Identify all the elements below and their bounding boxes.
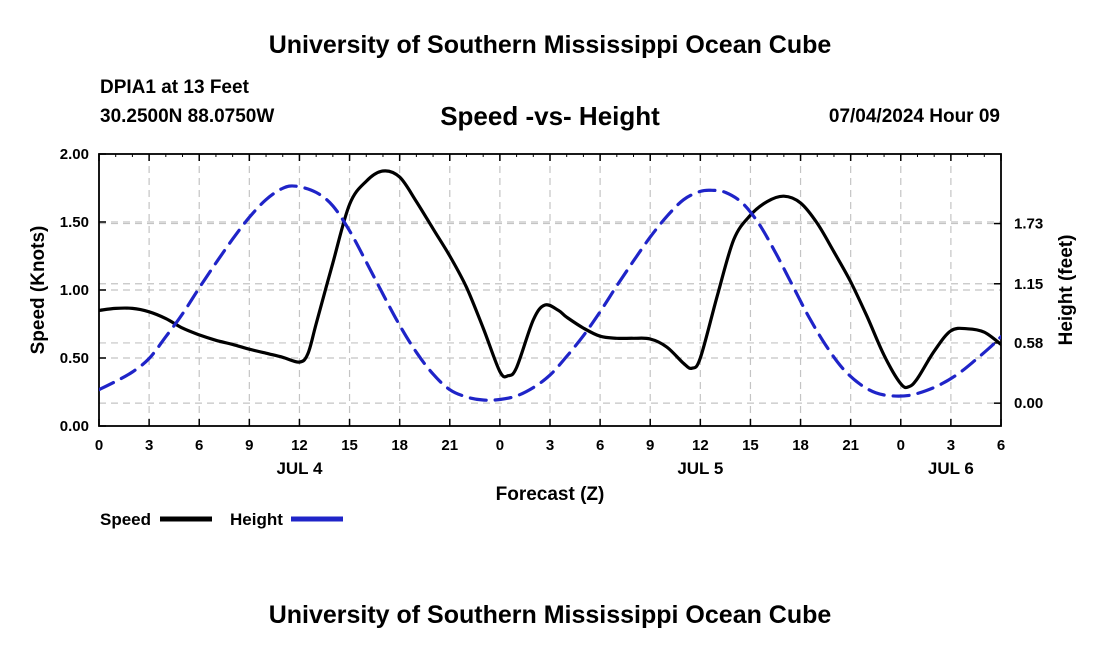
footer-title: University of Southern Mississippi Ocean… xyxy=(268,601,832,629)
y-tick-label: 1.50 xyxy=(60,214,89,231)
page-title: University of Southern Mississippi Ocean… xyxy=(268,31,832,59)
x-tick-label: 12 xyxy=(692,437,709,454)
x-tick-label: 6 xyxy=(997,437,1005,454)
y2-tick-label: 0.58 xyxy=(1014,335,1043,352)
x-tick-label: 21 xyxy=(441,437,458,454)
x-tick-label: 9 xyxy=(245,437,253,454)
x-tick-label: 15 xyxy=(742,437,759,454)
x-tick-label: 18 xyxy=(792,437,809,454)
x-tick-label: 21 xyxy=(842,437,859,454)
y2-tick-label: 1.73 xyxy=(1014,216,1043,233)
x-tick-label: 18 xyxy=(391,437,408,454)
y-tick-label: 1.00 xyxy=(60,282,89,299)
chart-subtitle: Speed -vs- Height xyxy=(440,101,660,131)
x-tick-label: 15 xyxy=(341,437,358,454)
x-tick-label: 12 xyxy=(291,437,308,454)
station-coordinates: 30.2500N 88.0750W xyxy=(100,106,275,127)
forecast-datetime: 07/04/2024 Hour 09 xyxy=(828,106,1000,127)
plot-frame xyxy=(98,153,1002,427)
legend: Speed Height xyxy=(100,510,343,529)
legend-speed-label: Speed xyxy=(100,510,151,529)
x-tick-label: 3 xyxy=(145,437,153,454)
legend-height-label: Height xyxy=(230,510,283,529)
x-tick-label: 3 xyxy=(546,437,554,454)
x-tick-label: 0 xyxy=(496,437,504,454)
day-label: JUL 4 xyxy=(276,459,323,478)
y2-axis-label: Height (feet) xyxy=(1056,235,1077,346)
y2-tick-label: 0.00 xyxy=(1014,395,1043,412)
x-tick-label: 0 xyxy=(95,437,103,454)
height-series-line xyxy=(99,184,1001,402)
x-tick-label: 6 xyxy=(596,437,604,454)
x-tick-label: 6 xyxy=(195,437,203,454)
y-tick-label: 0.00 xyxy=(60,418,89,435)
x-axis-label: Forecast (Z) xyxy=(496,484,605,505)
day-label: JUL 5 xyxy=(677,459,723,478)
station-name: DPIA1 at 13 Feet xyxy=(100,77,249,98)
y-tick-label: 2.00 xyxy=(60,146,89,163)
speed-series-line xyxy=(99,169,1001,390)
y-tick-label: 0.50 xyxy=(60,350,89,367)
day-label: JUL 6 xyxy=(928,459,974,478)
x-tick-label: 3 xyxy=(947,437,955,454)
x-tick-label: 0 xyxy=(897,437,905,454)
y2-tick-label: 1.15 xyxy=(1014,276,1043,293)
x-tick-label: 9 xyxy=(646,437,654,454)
y-axis-label: Speed (Knots) xyxy=(28,226,49,355)
